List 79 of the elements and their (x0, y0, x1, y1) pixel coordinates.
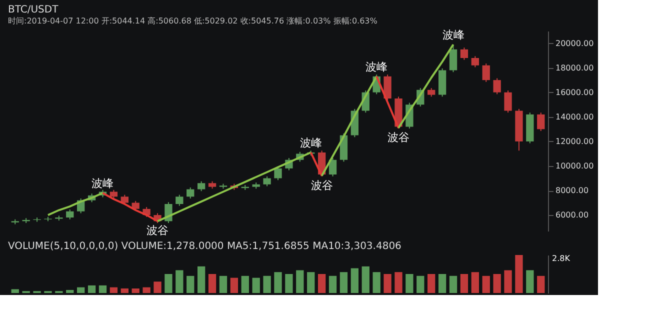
y-tick-label: 8000.00 (556, 186, 589, 196)
bar (110, 287, 118, 293)
candlestick (176, 194, 184, 206)
candlestick (328, 157, 337, 177)
bar (154, 282, 162, 293)
bar (438, 274, 446, 293)
chart-title: VOLUME(5,10,0,0,0,0) VOLUME:1,278.0000 MA5:1,751.6855 MA10:3,303.4806 (8, 241, 402, 252)
bar (504, 270, 512, 293)
annotation: 波峰 (442, 28, 464, 42)
bar (471, 272, 479, 293)
bar (328, 276, 337, 293)
bar (350, 268, 359, 293)
y-tick-label: 18000.00 (556, 63, 594, 72)
bar (98, 285, 107, 293)
bar (186, 276, 194, 293)
bar (241, 276, 249, 293)
candlestick (537, 112, 545, 132)
bar (318, 274, 326, 293)
bar (285, 274, 293, 293)
candlestick (493, 78, 501, 95)
candlestick (263, 176, 271, 187)
bar (537, 276, 545, 293)
candlestick (460, 47, 468, 60)
bar (307, 272, 315, 293)
bar (482, 276, 490, 293)
text: 2.8K (552, 254, 571, 263)
bar (164, 274, 172, 293)
bar (274, 272, 282, 293)
bar (515, 255, 523, 293)
candlestick (66, 209, 74, 220)
bar (208, 274, 216, 293)
bar (132, 288, 140, 293)
bar (362, 266, 370, 293)
candlestick (504, 90, 512, 114)
bar (460, 274, 468, 293)
bar (296, 270, 304, 293)
bar (372, 272, 380, 293)
y-tick-label: 10000.00 (556, 161, 594, 170)
bar (197, 266, 206, 293)
candlestick (197, 180, 206, 192)
annotation: 波谷 (387, 130, 410, 144)
candlestick (274, 166, 282, 181)
y-tick-label: 20000.00 (556, 38, 594, 48)
bar (526, 270, 534, 293)
bar (384, 274, 392, 293)
annotation: 波峰 (92, 176, 114, 190)
bar (219, 276, 228, 293)
bar (120, 288, 128, 293)
bar (11, 289, 19, 293)
bar (340, 272, 348, 293)
bar (230, 278, 238, 293)
y-tick-label: 12000.00 (556, 136, 594, 146)
bar (263, 276, 271, 293)
y-tick-label: 14000.00 (556, 112, 594, 122)
candlestick (449, 44, 458, 73)
chart-title: BTC/USDT (8, 4, 60, 16)
candlestick (471, 56, 479, 68)
annotation: 波谷 (310, 178, 333, 192)
bar (142, 287, 150, 293)
chart-subtitle: 时间:2019-04-07 12:00 开:5044.14 高:5060.68 低:5029.02 收:5045.76 涨幅:0.03% 振幅:0.63% (8, 16, 378, 26)
bar (406, 274, 414, 293)
bar (252, 278, 260, 293)
candlestick (482, 63, 490, 82)
bar (176, 270, 184, 293)
bar (428, 274, 436, 293)
y-tick-label: 16000.00 (556, 88, 594, 97)
bar (493, 274, 501, 293)
bar (394, 272, 402, 293)
annotation: 波峰 (300, 136, 322, 150)
bar (88, 285, 96, 293)
annotation: 波谷 (146, 224, 169, 238)
bar (77, 287, 85, 293)
candlestick (384, 74, 392, 101)
bar (66, 290, 74, 293)
candlestick (186, 186, 194, 199)
bar (449, 276, 458, 293)
y-tick-label: 6000.00 (556, 210, 589, 220)
bar (416, 276, 424, 293)
annotation: 波峰 (366, 60, 388, 74)
